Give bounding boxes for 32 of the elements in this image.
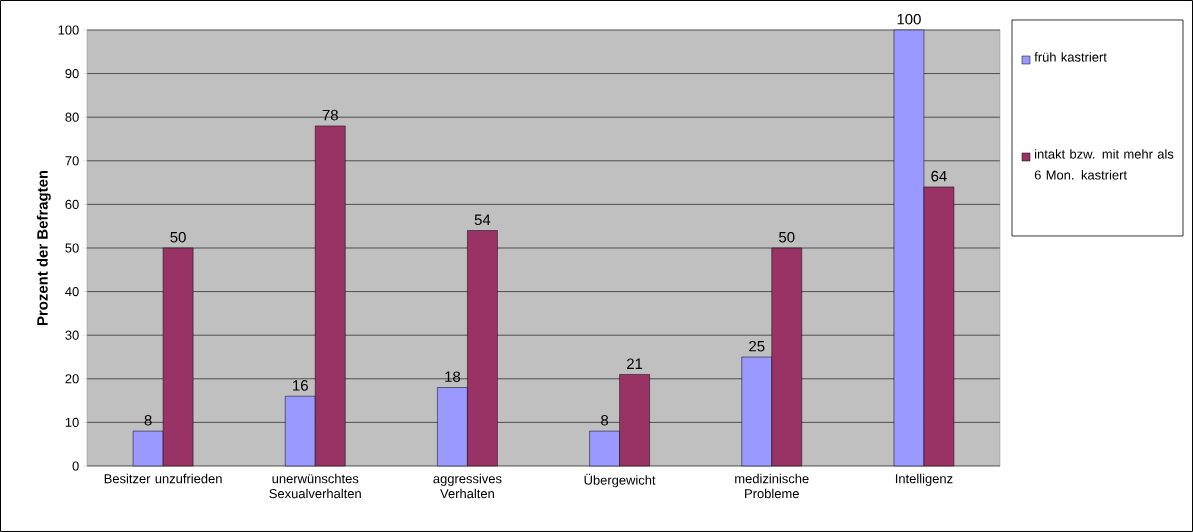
x-tick-label: Übergewicht xyxy=(584,473,656,488)
y-tick-label: 40 xyxy=(65,287,79,297)
data-label: 50 xyxy=(779,231,795,243)
y-tick-label: 10 xyxy=(65,417,79,427)
x-tick-label: aggressives Verhalten xyxy=(433,473,502,499)
data-label: 25 xyxy=(749,340,765,352)
data-label: 18 xyxy=(445,371,461,382)
legend-label: früh kastriert xyxy=(1034,52,1107,62)
legend-label: intakt bzw. mit mehr als 6 Mon. kastriert xyxy=(1034,149,1174,180)
x-tick-label: Besitzer unzufrieden xyxy=(104,473,222,484)
y-tick-label: 0 xyxy=(72,461,79,471)
x-tick-label: unerwünschtes Sexualverhalten xyxy=(269,473,361,499)
data-label: 50 xyxy=(170,231,186,243)
y-tick-label: 60 xyxy=(65,199,79,209)
y-tick-label: 50 xyxy=(65,243,79,253)
data-label: 8 xyxy=(601,415,609,426)
x-tick-label: Intelligenz xyxy=(895,473,953,486)
data-label: 54 xyxy=(474,214,491,226)
data-label: 16 xyxy=(293,380,308,391)
data-label: 78 xyxy=(322,109,338,121)
data-label: 8 xyxy=(144,415,152,426)
data-label: 100 xyxy=(897,13,921,25)
y-tick-label: 80 xyxy=(65,112,79,122)
y-tick-label: 30 xyxy=(65,330,79,340)
y-axis-title: Prozent der Befragten xyxy=(36,170,51,326)
x-tick-label: medizinische Probleme xyxy=(735,473,809,499)
y-tick-label: 70 xyxy=(65,156,79,166)
y-tick-label: 90 xyxy=(65,69,79,79)
data-label: 21 xyxy=(627,358,643,369)
y-tick-label: 20 xyxy=(65,374,79,384)
data-label: 64 xyxy=(931,170,947,182)
y-tick-label: 100 xyxy=(58,25,79,35)
